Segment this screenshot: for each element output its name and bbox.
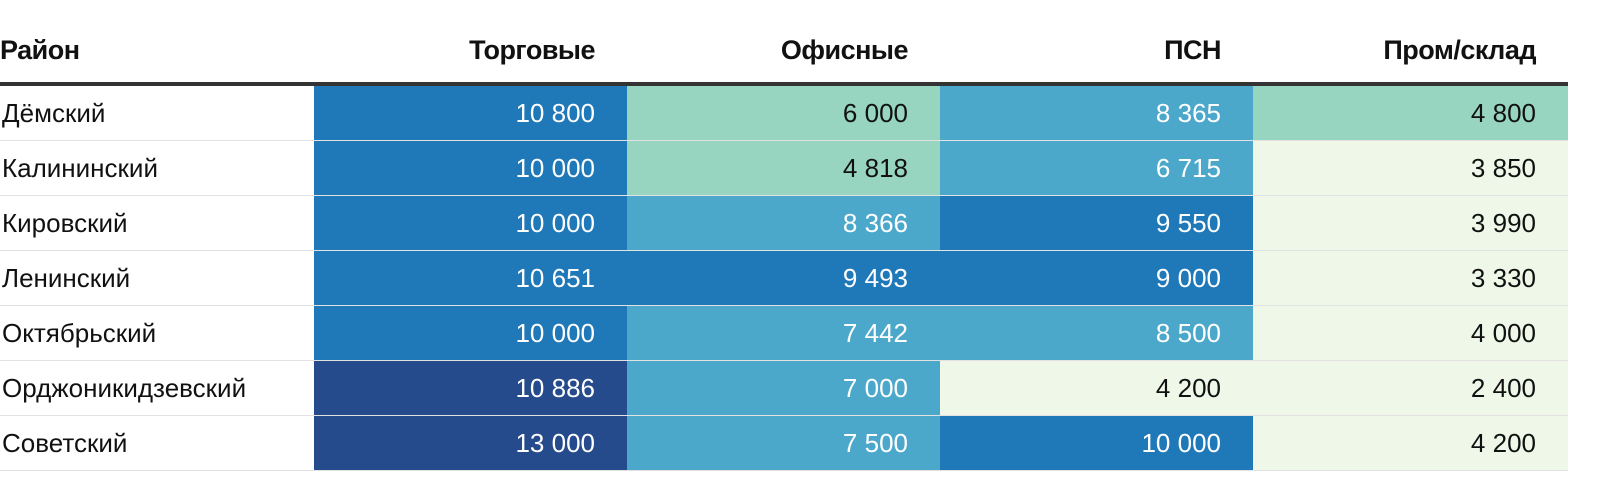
column-header-psn: ПСН — [1164, 34, 1221, 65]
district-name: Дёмский — [2, 98, 106, 128]
value-cell: 4 800 — [1253, 86, 1568, 141]
value-cell: 10 886 — [314, 361, 627, 416]
district-name: Октябрьский — [2, 318, 157, 348]
value-cell: 8 366 — [627, 196, 940, 251]
value-cell: 3 850 — [1253, 141, 1568, 196]
table-row: Дёмский 10 800 6 000 8 365 4 800 — [0, 86, 1568, 141]
value-cell: 9 493 — [627, 251, 940, 306]
value-cell: 4 818 — [627, 141, 940, 196]
table-row: Октябрьский 10 000 7 442 8 500 4 000 — [0, 306, 1568, 361]
column-header-retail: Торговые — [469, 34, 595, 65]
value-cell: 10 000 — [314, 196, 627, 251]
table-header: Район Торговые Офисные ПСН Пром/склад — [0, 0, 1568, 86]
district-name: Кировский — [2, 208, 128, 238]
table-body: Дёмский 10 800 6 000 8 365 4 800 Калининский 1… — [0, 86, 1568, 471]
value-cell: 3 330 — [1253, 251, 1568, 306]
table-row: Кировский 10 000 8 366 9 550 3 990 — [0, 196, 1568, 251]
district-name: Советский — [2, 428, 128, 458]
column-header-district: Район — [0, 34, 80, 65]
table-row: Советский 13 000 7 500 10 000 4 200 — [0, 416, 1568, 471]
value-cell: 7 442 — [627, 306, 940, 361]
value-cell: 9 550 — [940, 196, 1253, 251]
table-row: Калининский 10 000 4 818 6 715 3 850 — [0, 141, 1568, 196]
value-cell: 7 500 — [627, 416, 940, 471]
value-cell: 8 365 — [940, 86, 1253, 141]
value-cell: 4 200 — [1253, 416, 1568, 471]
district-name: Орджоникидзевский — [2, 373, 247, 403]
value-cell: 13 000 — [314, 416, 627, 471]
value-cell: 10 000 — [314, 141, 627, 196]
value-cell: 10 000 — [314, 306, 627, 361]
value-cell: 10 800 — [314, 86, 627, 141]
value-cell: 6 000 — [627, 86, 940, 141]
value-cell: 10 651 — [314, 251, 627, 306]
district-name: Калининский — [2, 153, 158, 183]
table-row: Ленинский 10 651 9 493 9 000 3 330 — [0, 251, 1568, 306]
value-cell: 9 000 — [940, 251, 1253, 306]
value-cell: 4 000 — [1253, 306, 1568, 361]
value-cell: 8 500 — [940, 306, 1253, 361]
column-header-industrial: Пром/склад — [1383, 34, 1536, 65]
value-cell: 4 200 — [940, 361, 1253, 416]
column-header-office: Офисные — [780, 34, 909, 65]
heatmap-table: Район Торговые Офисные ПСН Пром/склад Дё… — [0, 0, 1568, 471]
value-cell: 2 400 — [1253, 361, 1568, 416]
value-cell: 6 715 — [940, 141, 1253, 196]
table-row: Орджоникидзевский 10 886 7 000 4 200 2 400 — [0, 361, 1568, 416]
value-cell: 7 000 — [627, 361, 940, 416]
district-name: Ленинский — [2, 263, 131, 293]
value-cell: 10 000 — [940, 416, 1253, 471]
value-cell: 3 990 — [1253, 196, 1568, 251]
